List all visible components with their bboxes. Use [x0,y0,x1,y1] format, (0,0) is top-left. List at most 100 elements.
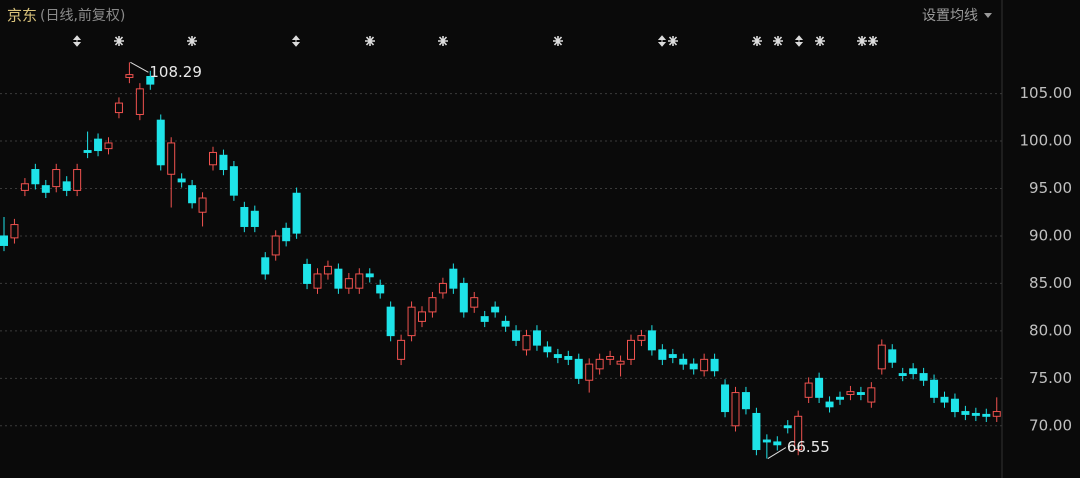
candle-body [741,392,750,410]
candle-body [501,320,510,327]
candle-body [491,306,500,313]
candle-body [961,411,970,415]
candle-body [323,265,332,275]
candle-body [794,415,803,451]
candle-body [668,354,677,358]
candle-body [156,119,165,166]
candle-body [52,169,61,188]
candle-body [752,412,761,451]
candle-body [229,166,238,196]
annotation-arrow [767,447,787,459]
candle-body [721,384,730,413]
candle-body [637,335,646,341]
candle-body [41,185,50,193]
candle-body [940,396,949,403]
candle-body [627,339,635,360]
candle-body [971,412,980,416]
candle-body [815,377,824,398]
candle-body [146,76,155,85]
candle-body [355,273,364,289]
candle-body [877,344,886,370]
candle-body [909,368,918,375]
candle-body [470,297,479,308]
event-icon [752,36,762,46]
event-icon [365,36,375,46]
candle-body [386,306,395,337]
candle-body [522,335,531,351]
candle-body [846,391,855,395]
candle-body [888,349,897,363]
candle-body [919,373,928,381]
candle-body [10,224,19,239]
candle-body [62,181,71,191]
candle-body [407,306,416,337]
candle-body [856,392,865,395]
candle-body [543,346,552,353]
candle-body [689,363,698,370]
candle-body [731,392,740,427]
candle-body [553,354,562,358]
candle-body [616,360,625,365]
candle-body [376,284,385,294]
event-icon [72,35,82,47]
event-icon [438,36,448,46]
candle-body [282,227,291,242]
candle-body [459,282,468,313]
candle-body [449,268,458,289]
candle-body [418,311,426,322]
event-icon [857,36,867,46]
candle-body [867,387,876,403]
candle-body [574,358,583,379]
candle-body [73,169,82,191]
candle-body [135,88,144,115]
settings-button[interactable]: 设置均线 [922,8,978,24]
candle-body [679,358,688,365]
candle-body [261,257,270,275]
candle-body [710,358,719,372]
candle-body [438,282,447,294]
candle-body [783,425,792,429]
candle-body [344,278,353,289]
candle-body [114,102,123,114]
annotation-label: 108.29 [149,63,202,81]
candle-body [700,358,709,372]
candle-body [125,74,134,78]
y-tick-label: 85.00 [1029,274,1072,292]
candle-body [219,154,228,171]
candle-body [480,316,489,322]
candle-body [532,330,541,346]
event-icon [657,35,667,47]
y-tick-label: 100.00 [1020,132,1073,150]
candle-body [104,142,113,150]
candle-body [303,263,312,284]
candle-body [836,396,844,400]
y-tick-label: 90.00 [1029,226,1072,244]
candle-body [658,349,667,360]
candle-body [167,142,176,175]
annotation-label: 66.55 [787,438,830,456]
candle-body [982,413,991,417]
candle-body [898,373,907,376]
event-icon [553,36,563,46]
candle-body [198,197,207,213]
chart-subtitle: (日线,前复权) [40,7,125,24]
event-icon [291,35,301,47]
candle-body [313,273,322,289]
candle-body [950,398,959,413]
candle-body [20,183,29,191]
candle-body [564,356,573,360]
candle-body [31,169,40,185]
event-icon [187,36,197,46]
candle-body [365,273,374,278]
candle-body [0,235,8,246]
candle-body [762,439,771,443]
candle-body [512,330,521,341]
dropdown-icon[interactable] [984,13,992,18]
candle-body [647,330,656,351]
chart-title: 京东 [7,7,37,25]
event-icon [815,36,825,46]
event-icon [868,36,878,46]
